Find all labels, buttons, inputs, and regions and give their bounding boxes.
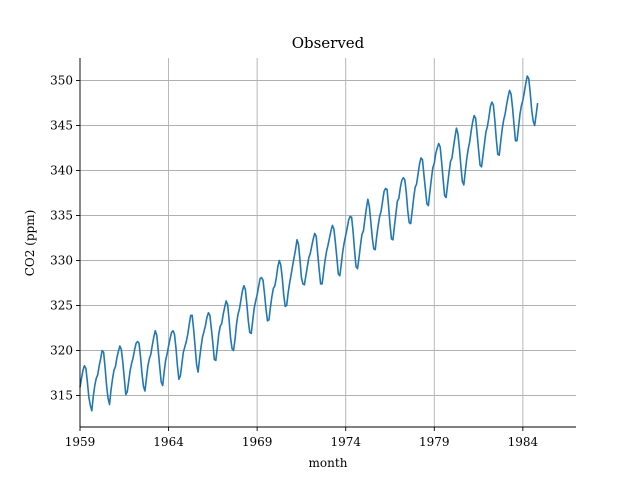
- grid-lines: [79, 58, 576, 427]
- series-group: [79, 75, 539, 412]
- chart-title: Observed: [292, 34, 365, 52]
- x-tick-label: 1974: [330, 435, 361, 449]
- y-axis-ticks: 315 320 325 330 335 340 345 350: [50, 74, 80, 403]
- x-tick-label: 1984: [508, 435, 539, 449]
- y-tick-label: 330: [50, 254, 73, 268]
- x-tick-label: 1964: [153, 435, 184, 449]
- y-tick-label: 345: [50, 119, 73, 133]
- y-tick-label: 320: [50, 344, 73, 358]
- y-tick-label: 350: [50, 74, 73, 88]
- x-axis-ticks: 1959 1964 1969 1974 1979 1984: [65, 427, 539, 449]
- y-tick-label: 325: [50, 299, 73, 313]
- x-tick-label: 1979: [419, 435, 450, 449]
- y-tick-label: 315: [50, 389, 73, 403]
- y-tick-label: 335: [50, 209, 73, 223]
- x-axis-label: month: [309, 456, 348, 470]
- x-tick-label: 1969: [242, 435, 273, 449]
- x-tick-label: 1959: [65, 435, 96, 449]
- y-tick-label: 340: [50, 164, 73, 178]
- axes-spines: [79, 58, 576, 428]
- y-axis-label: CO2 (ppm): [23, 210, 37, 277]
- co2-series-line: [79, 75, 539, 412]
